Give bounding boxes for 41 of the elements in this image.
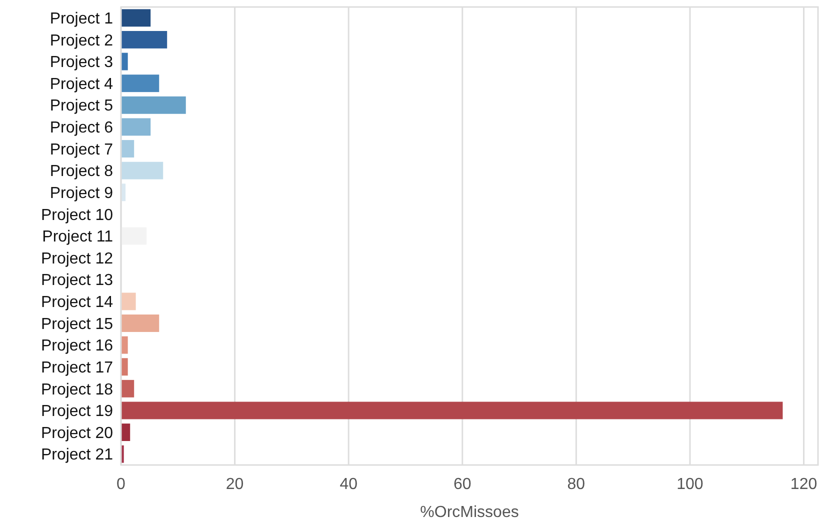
y-tick-label: Project 1	[50, 10, 114, 28]
bar	[121, 292, 136, 310]
bar	[121, 162, 164, 180]
y-tick-label: Project 2	[50, 32, 114, 50]
y-tick-label: Project 8	[50, 163, 114, 180]
bar	[121, 227, 147, 245]
y-tick-label: Project 15	[40, 316, 114, 333]
y-tick-label: Project 11	[42, 228, 114, 246]
bar	[121, 9, 151, 27]
y-tick-label: Project 9	[50, 184, 114, 202]
x-tick-label: 80	[567, 476, 586, 493]
y-tick-label: Project 16	[40, 338, 114, 355]
y-tick-label: Project 10	[40, 206, 114, 224]
y-tick-label: Project 17	[40, 359, 114, 376]
y-tick-label: Project 13	[40, 272, 114, 290]
bar	[121, 380, 134, 398]
x-tick-label: 120	[790, 476, 818, 493]
x-tick-label: 20	[226, 476, 244, 493]
y-tick-label: Project 12	[40, 250, 114, 268]
y-tick-label: Project 7	[50, 141, 114, 158]
x-tick-label: 100	[676, 476, 704, 493]
y-tick-label: Project 14	[40, 294, 114, 312]
y-tick-label: Project 5	[50, 98, 114, 115]
bar	[121, 118, 151, 136]
x-tick-label: 40	[340, 476, 358, 493]
y-tick-label: Project 4	[50, 76, 114, 93]
y-tick-label: Project 18	[40, 381, 114, 398]
x-tick-label: 0	[116, 476, 126, 493]
bar	[121, 96, 186, 114]
y-tick-label: Project 21	[40, 446, 114, 464]
x-axis-title: %OrcMissoes	[420, 504, 519, 521]
bar	[121, 314, 160, 332]
y-tick-label: Project 3	[50, 54, 114, 72]
bar	[121, 402, 783, 420]
bar	[121, 30, 168, 48]
y-tick-label: Project 20	[40, 424, 114, 442]
y-tick-label: Project 19	[40, 403, 114, 420]
bar	[121, 74, 160, 92]
x-tick-label: 60	[453, 476, 472, 493]
y-tick-label: Project 6	[50, 120, 114, 137]
bar	[121, 140, 134, 158]
